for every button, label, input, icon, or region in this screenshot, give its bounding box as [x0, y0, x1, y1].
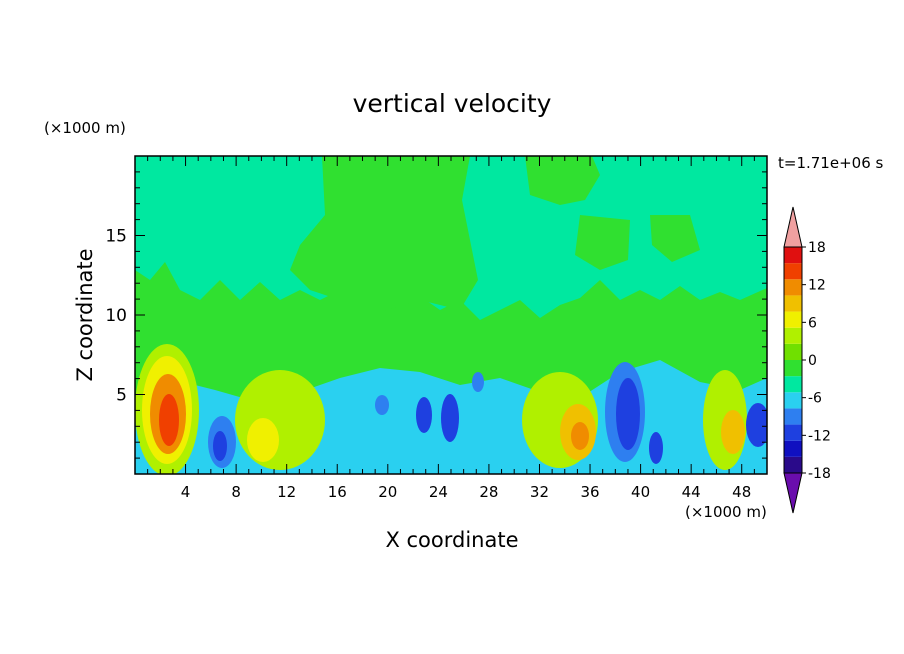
- x-tick-label-5: 24: [429, 483, 448, 501]
- colorbar: [783, 206, 803, 514]
- colorbar-segment: [784, 456, 802, 473]
- feature-cold-3: [416, 397, 432, 433]
- colorbar-segment: [784, 279, 802, 296]
- y-tick-label-2: 15: [105, 227, 127, 247]
- x-tick-label-1: 8: [231, 483, 241, 501]
- colorbar-top-arrow: [783, 206, 803, 248]
- feature-cold-8: [746, 403, 767, 447]
- x-axis-ticks: 4 8 12 16 20 24 28 32 36 40 44 48: [147, 156, 755, 501]
- colorbar-tick-label-5: -12: [808, 428, 831, 444]
- colorbar-segment: [784, 360, 802, 377]
- plot-area: [135, 156, 767, 474]
- colorbar-tick-label-6: -18: [808, 466, 831, 482]
- y-axis-ticks: 5 10 15: [105, 171, 767, 459]
- colorbar-bottom-arrow: [783, 472, 803, 514]
- x-tick-label-8: 36: [580, 483, 599, 501]
- x-tick-label-7: 32: [530, 483, 549, 501]
- time-label: t=1.71e+06 s: [778, 154, 884, 172]
- colorbar-segment: [784, 376, 802, 393]
- x-tick-label-4: 20: [378, 483, 397, 501]
- y-axis-label: Z coordinate: [73, 248, 97, 381]
- x-tick-label-9: 40: [631, 483, 650, 501]
- feature-warm-2-core: [247, 418, 279, 462]
- feature-cold-7: [649, 432, 663, 464]
- feature-cold-6-core: [616, 378, 640, 450]
- upper-blob-3: [575, 215, 630, 270]
- colorbar-tick-label-4: -6: [808, 391, 822, 407]
- feature-cold-5: [472, 372, 484, 392]
- x-tick-label-11: 48: [732, 483, 751, 501]
- colorbar-segment: [784, 440, 802, 457]
- feature-warm-3-core: [571, 422, 589, 450]
- x-unit-label: (×1000 m): [685, 503, 767, 521]
- x-tick-label-3: 16: [328, 483, 347, 501]
- colorbar-segment: [784, 263, 802, 280]
- feature-warm-1-core: [159, 394, 179, 446]
- x-tick-label-0: 4: [181, 483, 191, 501]
- upper-blob-1: [290, 156, 478, 312]
- colorbar-segment: [784, 408, 802, 425]
- feature-warm-2: [235, 370, 325, 470]
- y-unit-label: (×1000 m): [44, 119, 126, 137]
- colorbar-tick-label-2: 6: [808, 315, 817, 331]
- colorbar-ticks: 18 12 6 0 -6 -12 -18: [802, 240, 831, 482]
- feature-cold-1-core: [213, 431, 227, 461]
- x-tick-label-6: 28: [479, 483, 498, 501]
- colorbar-segment: [784, 311, 802, 328]
- colorbar-segment: [784, 327, 802, 344]
- feature-warm-4-inner: [721, 410, 745, 454]
- chart-title: vertical velocity: [353, 89, 552, 118]
- x-tick-label-2: 12: [277, 483, 296, 501]
- upper-blob-2: [525, 156, 600, 205]
- x-tick-label-10: 44: [682, 483, 701, 501]
- y-tick-label-1: 10: [105, 306, 127, 326]
- colorbar-segment: [784, 247, 802, 264]
- colorbar-tick-label-3: 0: [808, 353, 817, 369]
- y-tick-label-0: 5: [116, 386, 127, 406]
- colorbar-segment: [784, 392, 802, 409]
- feature-cold-4: [441, 394, 459, 442]
- upper-blob-4: [650, 215, 700, 262]
- colorbar-segment: [784, 343, 802, 360]
- colorbar-tick-label-0: 18: [808, 240, 826, 256]
- colorbar-tick-label-1: 12: [808, 278, 826, 294]
- feature-cold-2: [375, 395, 389, 415]
- colorbar-segment: [784, 424, 802, 441]
- colorbar-segment: [784, 295, 802, 312]
- x-axis-label: X coordinate: [385, 528, 518, 552]
